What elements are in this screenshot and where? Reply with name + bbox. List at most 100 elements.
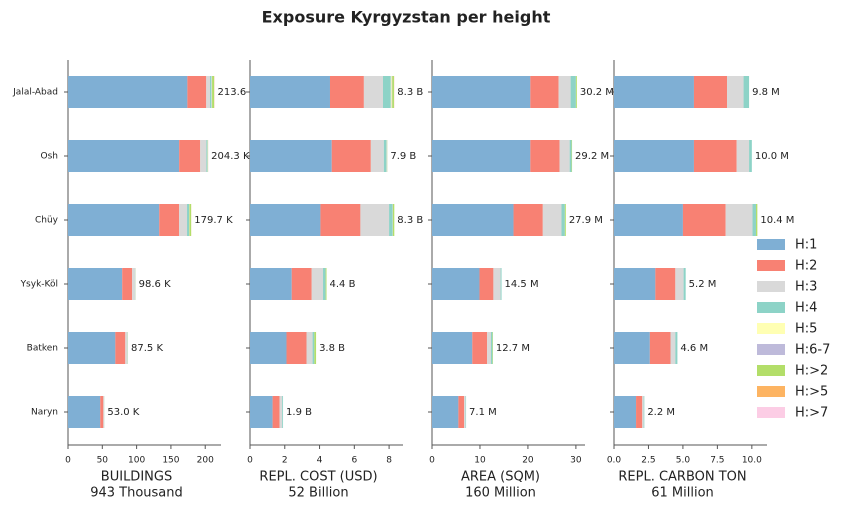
bar-segment [159, 204, 179, 236]
value-label: 98.6 K [139, 279, 171, 290]
bar-segment [614, 140, 694, 172]
y-tick-label: Naryn [31, 408, 58, 418]
x-tick-label: 10 [474, 456, 486, 466]
bar-segment [326, 268, 327, 300]
bar-segment [393, 204, 394, 236]
value-label: 27.9 M [569, 215, 603, 226]
y-tick-label: Chüy [35, 216, 59, 226]
bar-segment [432, 396, 458, 428]
bar-segment [675, 268, 683, 300]
bar-segment [313, 332, 315, 364]
bar-segment [642, 396, 643, 428]
x-axis-note: 61 Million [651, 486, 714, 501]
value-label: 8.3 B [397, 87, 423, 98]
bar-segment [210, 76, 211, 108]
bar-segment [458, 396, 464, 428]
x-tick-label: 7.5 [710, 456, 724, 466]
value-label: 4.6 M [680, 343, 708, 354]
bar-segment [684, 268, 686, 300]
bar-segment [561, 204, 564, 236]
legend-swatch [757, 365, 785, 376]
bar-segment [206, 76, 210, 108]
x-tick-label: 30 [570, 456, 582, 466]
bar-segment [614, 76, 694, 108]
bar-segment [570, 140, 572, 172]
bar-segment [250, 76, 330, 108]
bar-segment [371, 140, 384, 172]
bar-segment [307, 332, 313, 364]
y-tick-label: Batken [27, 344, 58, 354]
bar-segment [330, 76, 364, 108]
bar-segment [727, 76, 744, 108]
bar-segment [530, 140, 559, 172]
bar-segment [392, 76, 394, 108]
x-axis-note: 160 Million [465, 486, 536, 501]
bar-segment [501, 268, 502, 300]
bar-segment [103, 396, 104, 428]
value-label: 29.2 M [575, 151, 609, 162]
legend-swatch [757, 344, 785, 355]
bar-segment [392, 76, 393, 108]
bar-segment [250, 396, 273, 428]
bar-segment [332, 140, 371, 172]
legend-swatch [757, 407, 785, 418]
y-tick-label: Jalal-Abad [12, 88, 58, 98]
legend-label: H:1 [795, 238, 817, 253]
bar-segment [493, 268, 500, 300]
bar-segment [68, 204, 159, 236]
x-tick-label: 6 [351, 456, 357, 466]
legend-swatch [757, 302, 785, 313]
bar-segment [530, 76, 558, 108]
value-label: 87.5 K [131, 343, 163, 354]
value-label: 10.0 M [755, 151, 789, 162]
bar-segment [576, 76, 577, 108]
bar-segment [614, 204, 683, 236]
bar-segment [756, 204, 757, 236]
x-tick-label: 5.0 [676, 456, 691, 466]
bar-segment [312, 268, 323, 300]
bar-segment [273, 396, 280, 428]
bar-segment [68, 76, 187, 108]
bar-segment [571, 76, 576, 108]
legend-label: H:2 [795, 259, 817, 274]
value-label: 3.8 B [319, 343, 345, 354]
x-tick-label: 0.0 [607, 456, 622, 466]
bar-segment [179, 204, 187, 236]
bar-segment [68, 396, 100, 428]
x-axis-label: REPL. CARBON TON [618, 470, 746, 485]
bar-segment [565, 204, 566, 236]
figure-title: Exposure Kyrgyzstan per height [262, 8, 551, 27]
value-label: 7.1 M [469, 407, 497, 418]
x-tick-label: 0 [429, 456, 435, 466]
bar-segment [250, 332, 287, 364]
legend-label: H:4 [795, 301, 817, 316]
bar-segment [384, 140, 387, 172]
bar-segment [560, 140, 570, 172]
bar-segment [250, 268, 292, 300]
value-label: 2.2 M [647, 407, 675, 418]
x-tick-label: 0 [247, 456, 253, 466]
bar-segment [206, 140, 207, 172]
bar-segment [100, 396, 103, 428]
bar-segment [68, 140, 179, 172]
bar-segment [614, 396, 636, 428]
value-label: 4.4 B [330, 279, 356, 290]
y-tick-label: Osh [41, 152, 58, 162]
x-tick-label: 8 [386, 456, 392, 466]
x-axis-label: BUILDINGS [101, 470, 172, 485]
bar-segment [115, 332, 125, 364]
legend-swatch [757, 239, 785, 250]
x-tick-label: 150 [162, 456, 179, 466]
bar-segment [614, 268, 655, 300]
x-tick-label: 100 [128, 456, 145, 466]
bar-segment [753, 204, 756, 236]
x-tick-label: 50 [97, 456, 109, 466]
bar-segment [636, 396, 642, 428]
bar-segment [432, 268, 479, 300]
value-label: 7.9 B [390, 151, 416, 162]
value-label: 179.7 K [194, 215, 233, 226]
x-tick-label: 4 [317, 456, 323, 466]
bar-segment [287, 332, 307, 364]
x-tick-label: 2 [282, 456, 288, 466]
